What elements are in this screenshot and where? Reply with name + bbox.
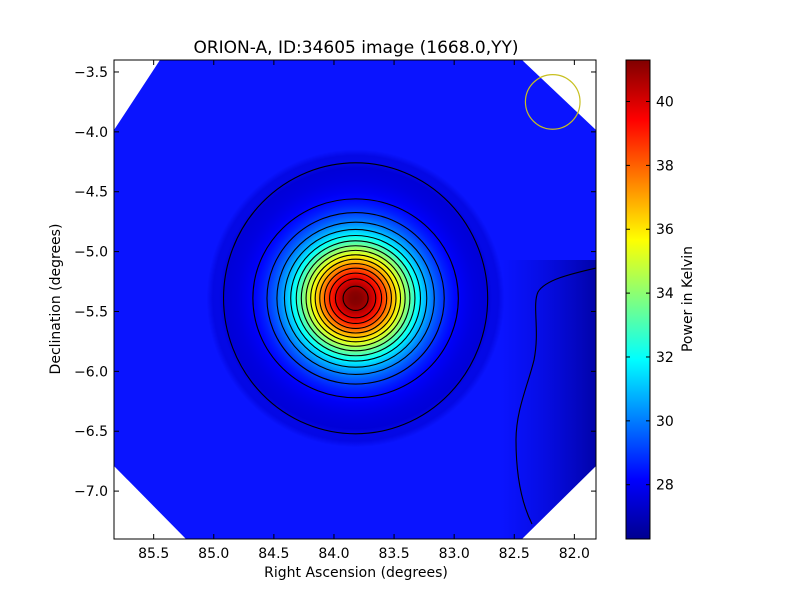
colorbar-tick-label: 30 <box>656 414 674 430</box>
x-tick-label: 83.5 <box>378 546 409 562</box>
y-tick-label: −4.0 <box>74 125 108 141</box>
colorbar-label: Power in Kelvin <box>680 246 696 352</box>
contour-level-30.8 <box>283 228 428 368</box>
contour-level-31.7 <box>290 234 422 362</box>
colorbar-ticks: 28 30 32 34 36 38 40 <box>626 95 674 494</box>
source-emission <box>114 60 596 539</box>
contour-level-40.7 <box>342 285 369 311</box>
y-tick-label: −3.5 <box>74 65 108 81</box>
x-tick-label: 83.0 <box>439 546 470 562</box>
contour-level-29 <box>266 211 445 385</box>
contour-level-35.3 <box>310 254 402 343</box>
colorbar-gradient <box>625 59 651 540</box>
contour-level-28.2 <box>252 198 459 399</box>
contour-lines <box>222 162 489 435</box>
y-tick-label: −7.0 <box>74 484 108 500</box>
contour-level-29.9 <box>276 221 435 376</box>
colorbar-tick-label: 32 <box>656 350 674 366</box>
x-tick-label: 85.0 <box>198 546 229 562</box>
x-axis-label: Right Ascension (degrees) <box>264 565 448 581</box>
corner-mask-bottom-right <box>522 466 596 539</box>
cold-region-contour <box>515 267 596 525</box>
y-axis: −3.5 −4.0 −4.5 −5.0 −5.5 −6.0 −6.5 −7.0 <box>74 65 596 500</box>
y-tick-label: −5.0 <box>74 245 108 261</box>
colorbar-tick-label: 36 <box>656 222 674 238</box>
contour-level-27.6 <box>222 162 489 435</box>
colorbar-tick-label: 34 <box>656 286 674 302</box>
y-tick-label: −5.5 <box>74 304 108 320</box>
contour-level-36.2 <box>314 258 397 338</box>
y-tick-label: −4.5 <box>74 185 108 201</box>
contour-level-37.1 <box>319 263 392 334</box>
x-tick-label: 84.5 <box>258 546 289 562</box>
x-tick-label: 82.5 <box>499 546 530 562</box>
x-tick-label: 85.5 <box>138 546 169 562</box>
colorbar-tick-label: 28 <box>656 478 674 494</box>
corner-mask-top-left <box>114 60 160 130</box>
contour-level-39.8 <box>334 278 377 319</box>
y-axis-label: Declination (degrees) <box>48 224 64 375</box>
beam-circle <box>524 74 581 130</box>
y-tick-label: −6.0 <box>74 364 108 380</box>
colorbar: 28 30 32 34 36 38 40 Power in Kelvin <box>625 59 696 540</box>
plot-area <box>113 59 597 540</box>
x-axis: 85.5 85.0 84.5 84.0 83.5 83.0 82.5 82.0 <box>138 60 590 562</box>
colorbar-tick-label: 40 <box>656 95 674 111</box>
chart-title: ORION-A, ID:34605 image (1668.0,YY) <box>193 38 518 58</box>
x-tick-label: 82.0 <box>559 546 590 562</box>
colorbar-tick-label: 38 <box>656 158 674 174</box>
contour-level-33.5 <box>300 245 411 352</box>
contour-level-32.6 <box>295 240 416 357</box>
plot-frame <box>113 59 597 540</box>
contour-level-38 <box>323 267 388 329</box>
contour-level-38.9 <box>329 272 383 325</box>
x-tick-label: 84.0 <box>318 546 349 562</box>
y-tick-label: −6.5 <box>74 424 108 440</box>
contour-level-34.4 <box>305 249 406 347</box>
corner-mask-bottom-left <box>114 466 186 539</box>
